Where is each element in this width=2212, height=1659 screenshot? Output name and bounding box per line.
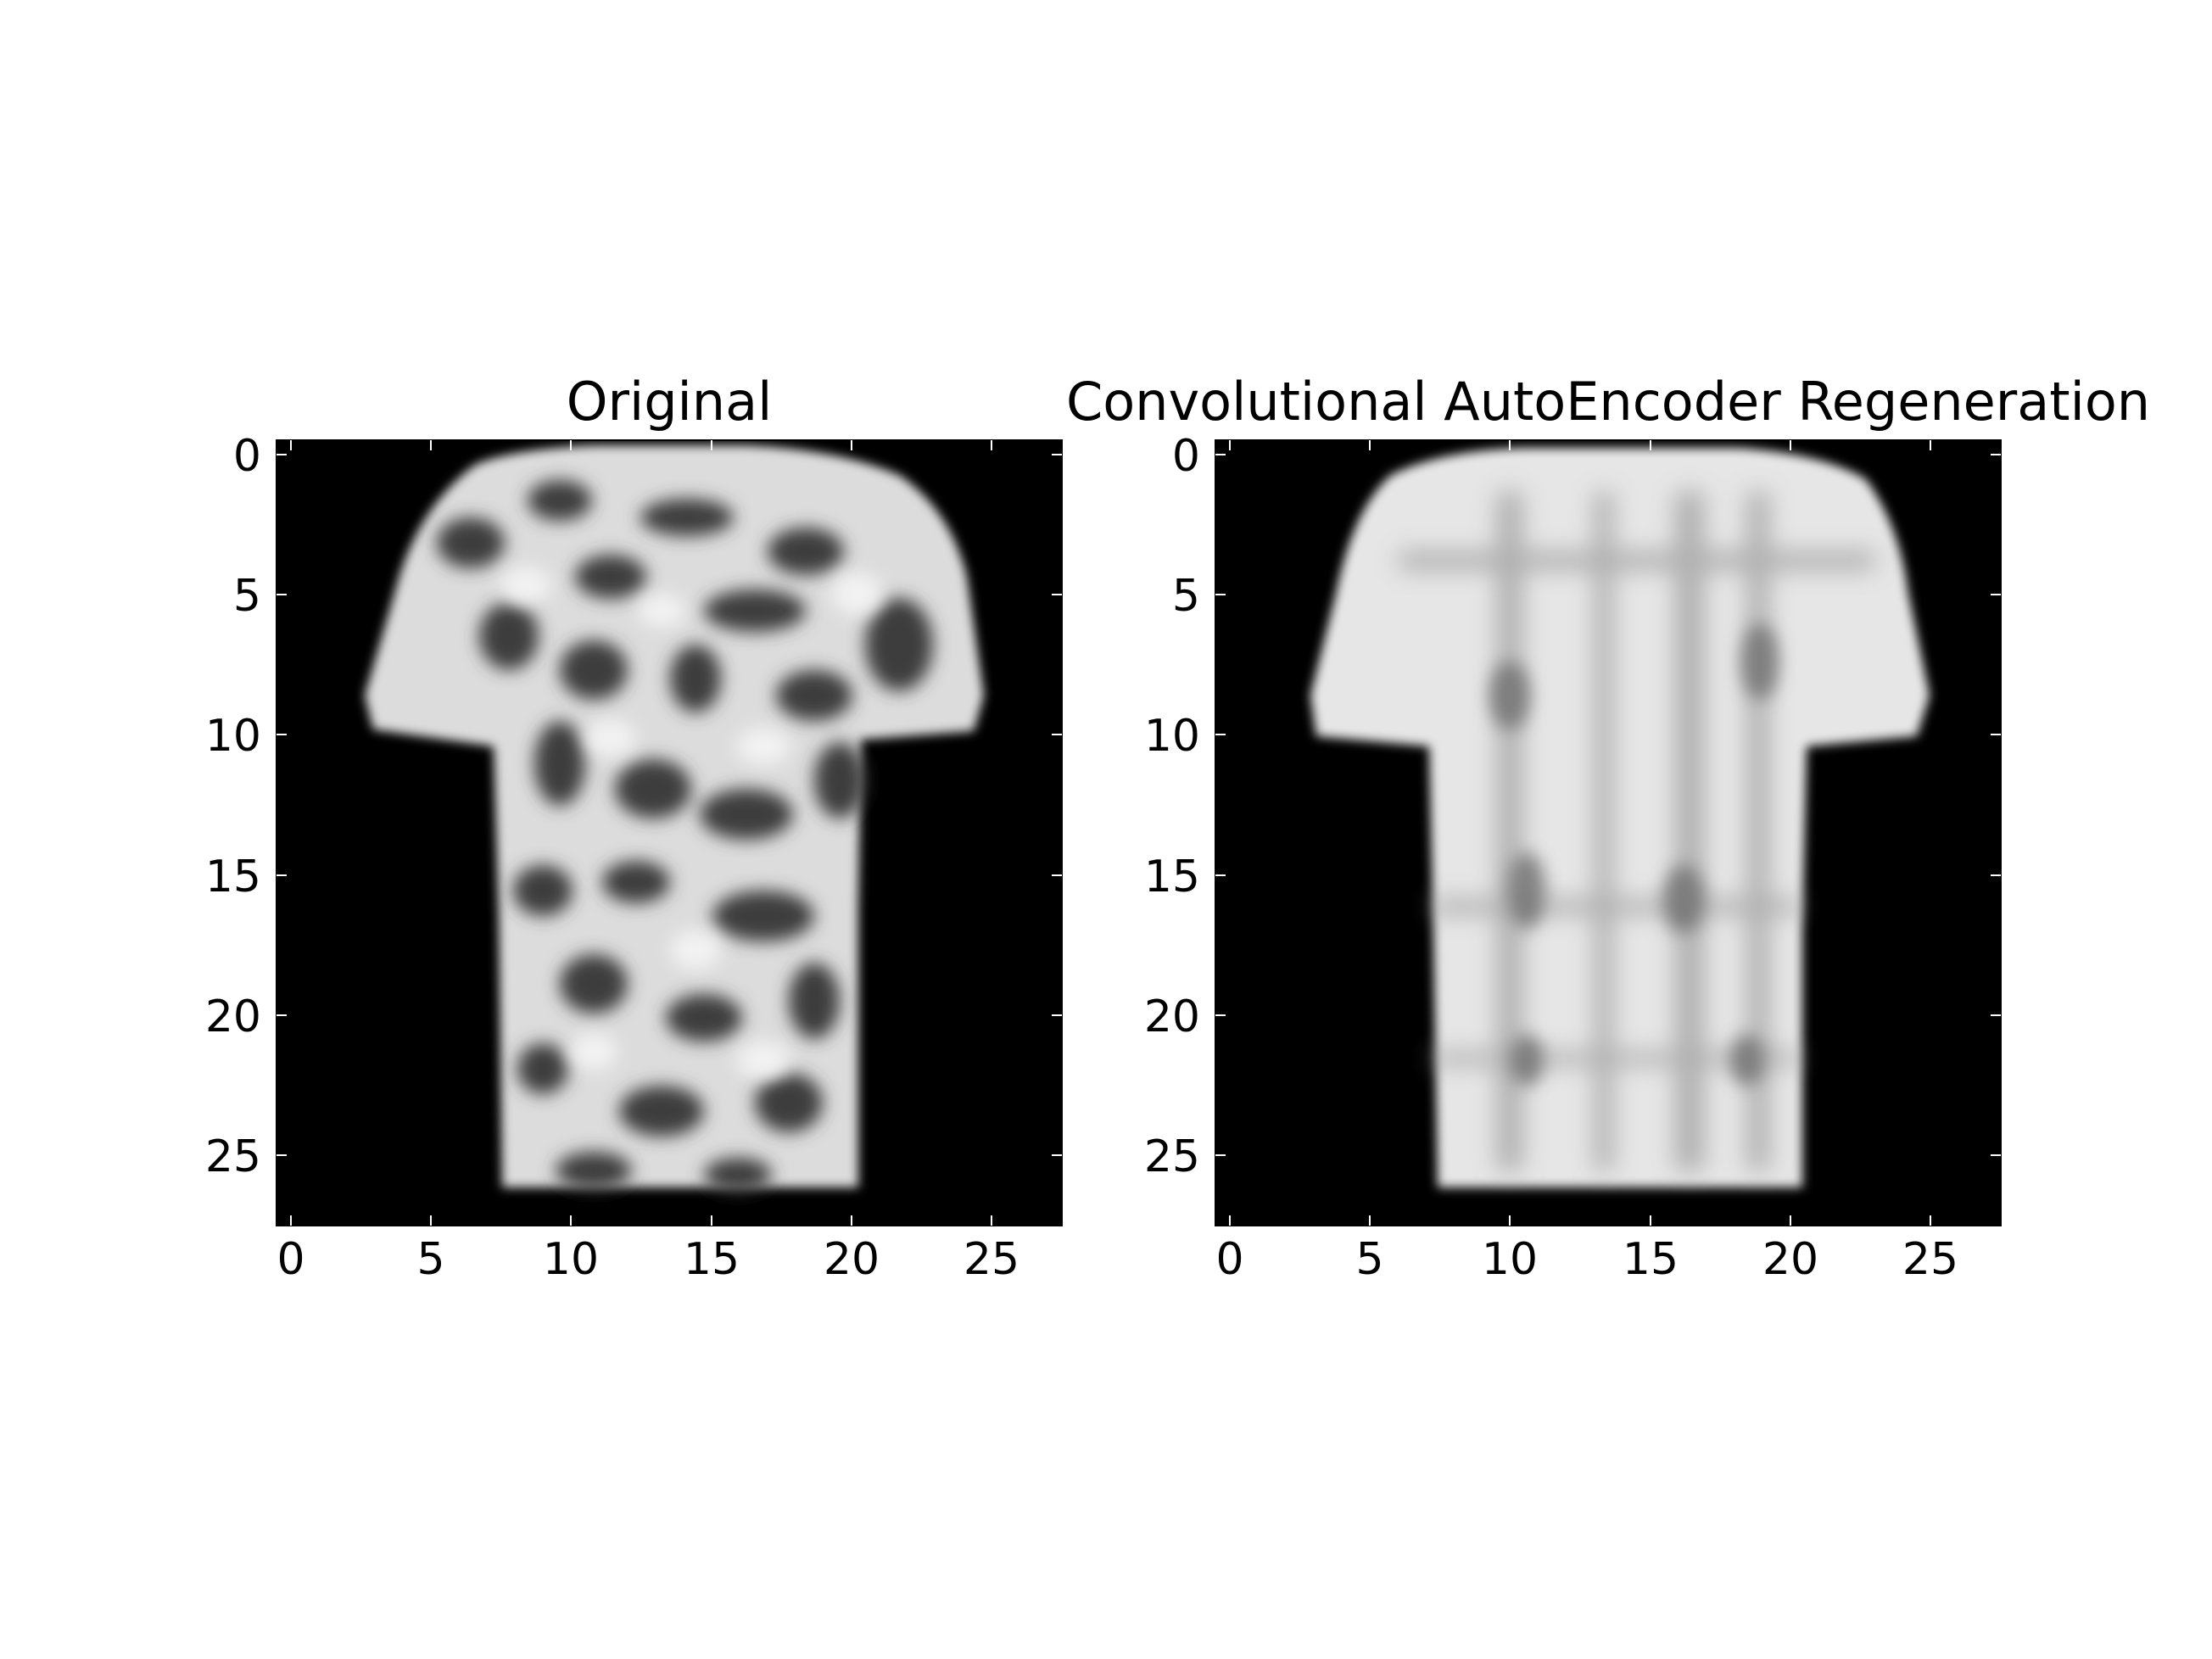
original-x-tick-label: 5 [416, 1234, 444, 1285]
original-panel: Original [205, 371, 1063, 1285]
original-x-tick-label: 25 [964, 1234, 1019, 1285]
regeneration-x-tick-label: 15 [1623, 1234, 1679, 1285]
regeneration-y-tick-label: 25 [1144, 1131, 1200, 1182]
regeneration-x-tick-label: 5 [1355, 1234, 1383, 1285]
regeneration-y-ticks: 0 5 10 15 20 25 [1144, 431, 2001, 1182]
regeneration-panel: Convolutional AutoEncoder Regeneration [1066, 371, 2150, 1285]
regeneration-x-tick-label: 10 [1482, 1234, 1538, 1285]
original-y-tick-label: 25 [205, 1131, 261, 1182]
original-mottled-pattern [437, 480, 933, 1192]
regeneration-shirt-shape [1310, 448, 1930, 1187]
regeneration-x-tick-label: 20 [1762, 1234, 1818, 1285]
original-highlights [500, 567, 882, 1079]
regeneration-y-tick-label: 20 [1144, 991, 1200, 1042]
original-y-ticks: 0 5 10 15 20 25 [205, 431, 1062, 1182]
original-title: Original [567, 371, 773, 433]
regeneration-x-tick-label: 25 [1902, 1234, 1958, 1285]
original-x-tick-label: 0 [276, 1234, 304, 1285]
regeneration-dark-spots [1489, 623, 1779, 1086]
original-y-tick-label: 0 [233, 431, 261, 482]
regeneration-y-tick-label: 15 [1144, 852, 1200, 902]
regeneration-title: Convolutional AutoEncoder Regeneration [1066, 371, 2150, 433]
original-y-tick-label: 10 [205, 711, 261, 762]
regeneration-image [1215, 440, 2001, 1226]
original-x-tick-label: 15 [684, 1234, 740, 1285]
original-x-ticks: 0 5 10 15 20 25 [276, 440, 1019, 1285]
original-x-tick-label: 10 [543, 1234, 599, 1285]
regeneration-y-tick-label: 0 [1172, 431, 1200, 482]
original-axes-frame [276, 439, 1063, 1226]
regeneration-y-tick-label: 5 [1172, 571, 1200, 622]
original-image [276, 440, 1062, 1226]
original-x-tick-label: 20 [824, 1234, 880, 1285]
original-y-tick-label: 5 [233, 571, 261, 622]
regeneration-x-tick-label: 0 [1215, 1234, 1243, 1285]
regeneration-x-ticks: 0 5 10 15 20 25 [1215, 440, 1958, 1285]
original-y-tick-label: 20 [205, 991, 261, 1042]
regeneration-y-tick-label: 10 [1144, 711, 1200, 762]
regeneration-axes-frame [1215, 439, 2002, 1226]
original-y-tick-label: 15 [205, 852, 261, 902]
